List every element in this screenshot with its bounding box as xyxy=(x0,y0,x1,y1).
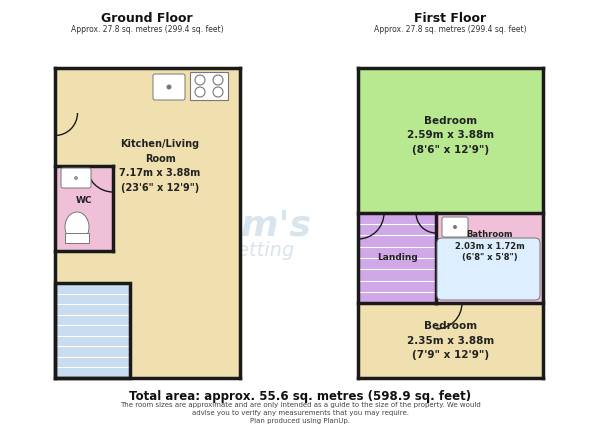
Bar xyxy=(65,233,89,243)
Bar xyxy=(190,72,228,100)
FancyBboxPatch shape xyxy=(61,168,91,188)
Text: Approx. 27.8 sq. metres (299.4 sq. feet): Approx. 27.8 sq. metres (299.4 sq. feet) xyxy=(374,25,526,34)
Text: Approx. 27.8 sq. metres (299.4 sq. feet): Approx. 27.8 sq. metres (299.4 sq. feet) xyxy=(71,25,223,34)
Text: Bathroom
2.03m x 1.72m
(6'8" x 5'8"): Bathroom 2.03m x 1.72m (6'8" x 5'8") xyxy=(455,230,524,262)
Circle shape xyxy=(74,176,78,180)
Text: Sales and Letting: Sales and Letting xyxy=(125,242,295,260)
Text: Landing: Landing xyxy=(377,253,418,262)
Text: The room sizes are approximate and are only intended as a guide to the size of t: The room sizes are approximate and are o… xyxy=(119,402,481,408)
Text: Kitchen/Living
Room
7.17m x 3.88m
(23'6" x 12'9"): Kitchen/Living Room 7.17m x 3.88m (23'6"… xyxy=(119,139,200,193)
Text: Tristram's: Tristram's xyxy=(109,209,311,243)
Text: Plan produced using PlanUp.: Plan produced using PlanUp. xyxy=(250,418,350,424)
Circle shape xyxy=(453,225,457,229)
Bar xyxy=(55,166,113,251)
Bar xyxy=(55,68,240,378)
Text: WC: WC xyxy=(76,196,92,205)
FancyBboxPatch shape xyxy=(153,74,185,100)
Bar xyxy=(55,283,130,378)
Bar xyxy=(358,68,543,213)
Bar xyxy=(55,283,130,378)
Text: advise you to verify any measurements that you may require.: advise you to verify any measurements th… xyxy=(191,410,409,416)
Text: Total area: approx. 55.6 sq. metres (598.9 sq. feet): Total area: approx. 55.6 sq. metres (598… xyxy=(129,390,471,403)
FancyBboxPatch shape xyxy=(437,238,540,300)
Text: Bedroom
2.59m x 3.88m
(8'6" x 12'9"): Bedroom 2.59m x 3.88m (8'6" x 12'9") xyxy=(407,116,494,155)
Text: First Floor: First Floor xyxy=(414,12,486,25)
Ellipse shape xyxy=(65,212,89,242)
FancyBboxPatch shape xyxy=(442,217,468,237)
Bar xyxy=(358,303,543,378)
Bar xyxy=(436,213,543,303)
Circle shape xyxy=(167,85,172,89)
Bar xyxy=(358,213,436,303)
Text: Ground Floor: Ground Floor xyxy=(101,12,193,25)
Text: Bedroom
2.35m x 3.88m
(7'9" x 12'9"): Bedroom 2.35m x 3.88m (7'9" x 12'9") xyxy=(407,321,494,360)
